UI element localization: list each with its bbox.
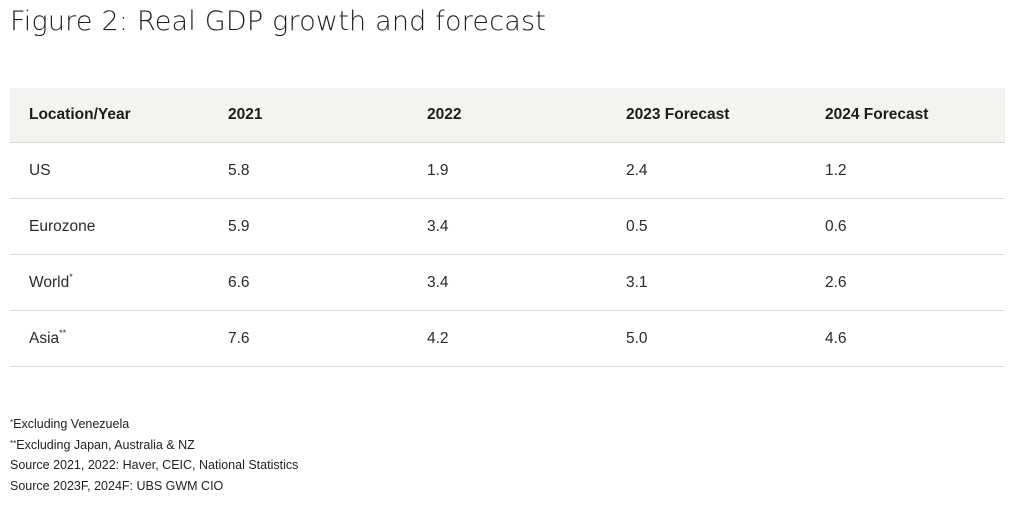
header-2024-forecast: 2024 Forecast	[825, 88, 1005, 143]
row-location: World*	[10, 254, 228, 311]
cell-2021: 6.6	[228, 254, 427, 311]
source-text: Source 2021, 2022: Haver, CEIC, National…	[10, 458, 299, 472]
row-location: US	[10, 142, 228, 199]
location-label: Asia	[29, 329, 60, 347]
header-2021: 2021	[228, 88, 427, 143]
footnote-line: **Excluding Japan, Australia & NZ	[10, 435, 298, 456]
cell-2021: 5.8	[228, 142, 427, 199]
cell-2024-forecast: 1.2	[825, 142, 1005, 199]
cell-2021: 5.9	[228, 198, 427, 255]
footnote-marker: **	[10, 438, 17, 448]
row-location: Asia**	[10, 310, 228, 367]
cell-2023-forecast: 2.4	[626, 142, 825, 199]
table-header: Location/Year 2021 2022 2023 Forecast 20…	[10, 88, 1005, 143]
cell-2021: 7.6	[228, 310, 427, 367]
header-2022: 2022	[427, 88, 626, 143]
location-label: US	[29, 161, 51, 179]
header-location-year: Location/Year	[10, 88, 228, 143]
cell-2023-forecast: 0.5	[626, 198, 825, 255]
table-row: Eurozone 5.9 3.4 0.5 0.6	[10, 198, 1005, 255]
cell-2022: 4.2	[427, 310, 626, 367]
row-location: Eurozone	[10, 198, 228, 255]
gdp-table: Location/Year 2021 2022 2023 Forecast 20…	[10, 88, 1005, 367]
table-body: US 5.8 1.9 2.4 1.2 Eurozone 5.9 3.4 0.5 …	[10, 142, 1005, 367]
gdp-table-container: Location/Year 2021 2022 2023 Forecast 20…	[10, 88, 1005, 367]
figure-title: Figure 2: Real GDP growth and forecast	[10, 6, 547, 37]
footnote-text: Excluding Japan, Australia & NZ	[16, 437, 195, 452]
source-text: Source 2023F, 2024F: UBS GWM CIO	[10, 478, 224, 493]
cell-2022: 3.4	[427, 254, 626, 311]
cell-2024-forecast: 4.6	[825, 310, 1005, 367]
footnote-line: *Excluding Venezuela	[10, 414, 298, 435]
header-2023-forecast: 2023 Forecast	[626, 88, 825, 143]
table-row: US 5.8 1.9 2.4 1.2	[10, 142, 1005, 199]
footnote-marker: *	[69, 271, 73, 282]
source-line: Source 2021, 2022: Haver, CEIC, National…	[10, 455, 298, 476]
footnote-marker: **	[59, 327, 67, 338]
footnotes: *Excluding Venezuela **Excluding Japan, …	[10, 414, 298, 496]
table-row: Asia** 7.6 4.2 5.0 4.6	[10, 310, 1005, 367]
cell-2023-forecast: 5.0	[626, 310, 825, 367]
source-line: Source 2023F, 2024F: UBS GWM CIO	[10, 476, 298, 497]
location-label: Eurozone	[29, 217, 96, 235]
table-row: World* 6.6 3.4 3.1 2.6	[10, 254, 1005, 311]
cell-2022: 1.9	[427, 142, 626, 199]
location-label: World	[29, 273, 70, 291]
cell-2024-forecast: 2.6	[825, 254, 1005, 311]
cell-2022: 3.4	[427, 198, 626, 255]
footnote-marker: *	[10, 418, 14, 427]
header-row: Location/Year 2021 2022 2023 Forecast 20…	[10, 88, 1005, 143]
footnote-text: Excluding Venezuela	[13, 417, 130, 431]
cell-2024-forecast: 0.6	[825, 198, 1005, 255]
cell-2023-forecast: 3.1	[626, 254, 825, 311]
